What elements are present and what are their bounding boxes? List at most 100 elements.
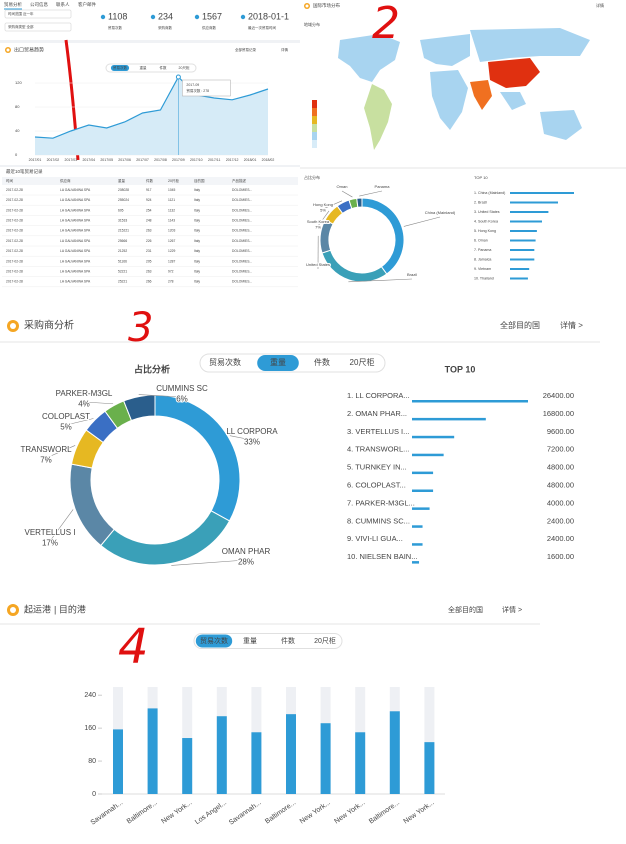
tab[interactable]: 件数 <box>314 357 330 367</box>
bar <box>412 417 486 421</box>
y-tick-label: 0 <box>15 152 18 157</box>
filter[interactable]: 采购商类型 全部 <box>8 24 34 29</box>
tab[interactable]: 件数 <box>160 65 167 70</box>
pie-slice <box>69 463 115 547</box>
x-tick-label: 2017/04 <box>82 158 95 162</box>
table-cell: 917 <box>146 188 152 192</box>
bar <box>251 732 262 794</box>
stat-value: 1108 <box>108 11 127 21</box>
table-cell: DOLOMIES... <box>232 269 252 273</box>
link[interactable]: 详情 > <box>502 605 522 614</box>
bar <box>216 716 227 794</box>
nav-tab[interactable]: 贸易分析 <box>4 1 22 8</box>
table-cell: DOLOMIES... <box>232 280 252 284</box>
slice-label: OMAN PHAR <box>222 547 271 556</box>
rank-label: 2. OMAN PHAR... <box>347 409 407 418</box>
rank-label: 5. Hong Kong <box>474 229 496 233</box>
leader-line <box>403 216 441 227</box>
rank-label: 5. TURNKEY IN... <box>347 463 407 472</box>
slice-value-label: 17% <box>42 539 58 548</box>
table-cell: 2017-02-28 <box>6 259 23 263</box>
link[interactable]: 详情 > <box>560 320 583 330</box>
table-cell: 25221 <box>118 280 127 284</box>
rank-label: 10. NIELSEN BAIN... <box>347 552 417 561</box>
rank-label: 2. Brazil <box>474 200 487 204</box>
bar <box>510 249 535 251</box>
filter[interactable]: 全部目的国 <box>448 605 483 614</box>
bar <box>424 742 435 794</box>
card-link[interactable]: 详情 <box>596 2 604 8</box>
point <box>175 74 181 80</box>
tab[interactable]: 贸易次数 <box>209 357 241 367</box>
section-title: 采购商分析 <box>24 319 74 332</box>
table-cell: 31533 <box>118 218 127 222</box>
bar <box>113 729 123 794</box>
slice-label: Oman <box>337 184 348 189</box>
bar <box>412 435 455 439</box>
y-tick-label: 160 <box>84 725 96 732</box>
rank-label: 9. Vietnam <box>474 267 491 271</box>
nav-tab[interactable]: 客户邮件 <box>78 1 96 8</box>
tab-active <box>195 634 233 648</box>
tab[interactable]: 20尺柜 <box>179 65 190 70</box>
table-cell: LA GALVANINA SPA <box>60 208 91 212</box>
table-cell: 205 <box>146 259 152 263</box>
y-tick-label: 120 <box>15 80 22 85</box>
filter[interactable]: 时间范围 近一年 <box>8 11 34 16</box>
stat-icon <box>150 14 156 20</box>
tab-active <box>257 355 299 371</box>
table-cell: 1229 <box>168 249 176 253</box>
slice-value-label: 33% <box>244 438 260 447</box>
table-cell: 1143 <box>168 218 175 222</box>
tab[interactable]: 20尺柜 <box>314 636 336 645</box>
table-cell: Italy <box>194 249 200 253</box>
rank-label: 10. Thailand <box>474 276 494 280</box>
bar <box>412 471 434 475</box>
filter[interactable]: 全部目的国 <box>500 320 540 330</box>
table-cell: 1287 <box>168 259 176 263</box>
handwritten-number: 4 <box>118 619 149 675</box>
tab[interactable]: 件数 <box>281 636 295 645</box>
bar-track <box>424 687 435 794</box>
rank-label: 4. TRANSWORL... <box>347 445 409 454</box>
leader-line <box>348 278 413 283</box>
leader-line <box>322 200 343 210</box>
table-cell: 1132 <box>168 208 175 212</box>
table-cell: LA GALVANINA SPA <box>60 218 91 222</box>
table-cell: 2017-02-28 <box>6 239 23 243</box>
bar <box>412 561 420 564</box>
slice-label: Panama <box>375 184 391 189</box>
tab[interactable]: 20尺柜 <box>350 357 375 367</box>
tab[interactable]: 重量 <box>243 637 257 645</box>
nav-tab[interactable]: 联系人 <box>56 1 70 8</box>
y-tick-label: 40 <box>15 128 20 133</box>
x-tick-label: 2017/12 <box>226 158 239 162</box>
table-cell: 2017-02-28 <box>6 249 23 253</box>
bar <box>510 239 536 242</box>
area <box>35 77 268 155</box>
stat-value: 1567 <box>202 11 222 21</box>
table-cell: 263 <box>146 269 152 273</box>
nav-tab[interactable]: 公司信息 <box>30 1 48 8</box>
table-cell: 2017-02-28 <box>6 198 23 202</box>
slice-label: VERTELLUS I <box>25 528 76 537</box>
table-cell: Italy <box>194 280 200 284</box>
tab[interactable]: 贸易次数 <box>113 65 127 70</box>
x-tick-label: New York... <box>160 799 193 825</box>
card-link[interactable]: 全部贸易记录 <box>235 47 256 52</box>
tab-active <box>110 65 130 71</box>
tab[interactable]: 重量 <box>140 65 147 70</box>
table-cell: 254 <box>146 208 152 212</box>
tooltip-text: 贸易次数 : 278 <box>186 88 209 93</box>
table-cell: 2017-02-28 <box>6 280 23 284</box>
table-cell: 2017-02-28 <box>6 269 23 273</box>
tab[interactable]: 贸易次数 <box>200 636 228 645</box>
table-cell: Italy <box>194 218 200 222</box>
value-label: 1600.00 <box>547 552 574 561</box>
pie-slice <box>123 394 156 422</box>
card-link[interactable]: 详情 <box>281 47 289 52</box>
tab[interactable]: 重量 <box>270 357 286 367</box>
table-cell: LA GALVANINA SPA <box>60 269 91 273</box>
x-tick-label: 2017/03 <box>65 158 78 162</box>
handwritten-number: 3 <box>128 305 153 351</box>
